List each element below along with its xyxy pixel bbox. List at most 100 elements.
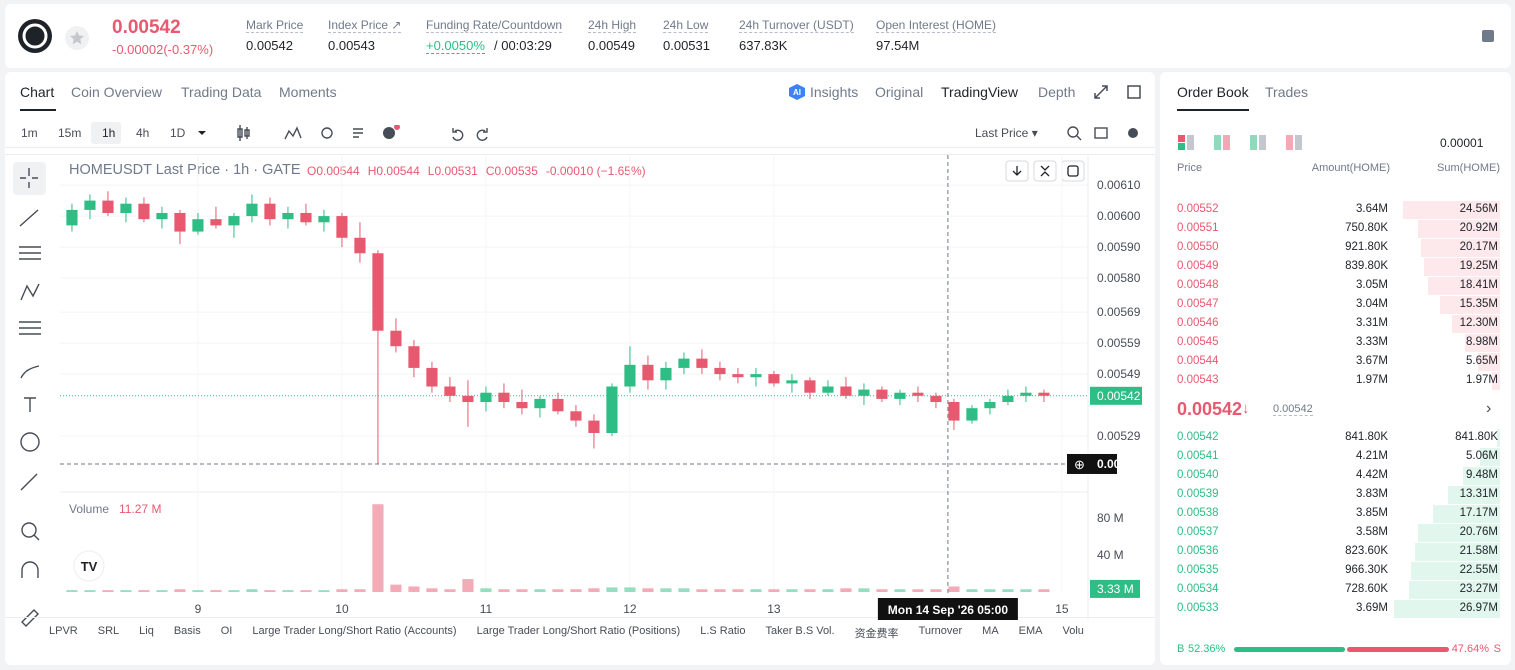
- depth-bar: [1464, 334, 1500, 352]
- row-price: 0.00545: [1177, 336, 1219, 348]
- indicator-tab[interactable]: OI: [220, 625, 233, 637]
- book-tab[interactable]: Order Book: [1177, 84, 1249, 100]
- indicator-tab[interactable]: Taker B.S Vol.: [765, 625, 835, 637]
- candle-body: [714, 367, 726, 375]
- indicator-tab[interactable]: SRL: [97, 625, 120, 637]
- interval[interactable]: 1m: [21, 126, 38, 140]
- volume-bar: [498, 589, 510, 592]
- stat-label: Mark Price: [246, 18, 304, 33]
- chart-tab[interactable]: Trading Data: [181, 84, 262, 100]
- y-tick-label: 0.00569: [1097, 305, 1141, 319]
- crosshair-price-box: [1067, 453, 1117, 474]
- row-sum: 841.80K: [1455, 431, 1498, 443]
- volume-bar: [588, 588, 600, 592]
- candle-body: [138, 203, 150, 220]
- sell-ratio: 47.64%: [1451, 643, 1489, 655]
- divider: [5, 147, 1155, 148]
- indicator-tab[interactable]: Volu: [1062, 625, 1084, 637]
- interval[interactable]: 1D: [170, 126, 186, 140]
- stat-label: 24h Turnover (USDT): [739, 18, 854, 33]
- row-price: 0.00541: [1177, 450, 1219, 462]
- candle-body: [930, 395, 942, 402]
- chart-tab[interactable]: Chart: [20, 84, 55, 100]
- stat-value: 637.83K: [739, 38, 788, 53]
- volume-bar: [606, 587, 618, 592]
- row-sum: 20.76M: [1459, 526, 1498, 538]
- view-tab[interactable]: TradingView: [941, 84, 1019, 100]
- stat-extra: / 00:03:29: [494, 38, 552, 53]
- chart-tab[interactable]: Moments: [279, 84, 337, 100]
- chart-corner-buttons[interactable]: [1005, 160, 1093, 182]
- candle-body: [858, 389, 870, 396]
- book-view-toggles[interactable]: [1178, 134, 1308, 152]
- candle-body: [966, 408, 978, 421]
- indicator-tab[interactable]: Turnover: [918, 625, 963, 637]
- y-tick-label: 0.00580: [1097, 271, 1141, 285]
- indicator-tab[interactable]: Liq: [139, 625, 154, 637]
- chart-tab[interactable]: Coin Overview: [71, 84, 163, 100]
- stat-value: 0.00543: [328, 38, 375, 53]
- row-amount: 750.80K: [1345, 222, 1388, 234]
- stat-label: 24h High: [588, 18, 637, 33]
- x-tick-label: 13: [767, 602, 781, 616]
- candle-body: [876, 389, 888, 399]
- indicator-tab[interactable]: Large Trader Long/Short Ratio (Positions…: [476, 625, 681, 637]
- depth-bar: [1451, 315, 1500, 333]
- indicator-tab[interactable]: Basis: [173, 625, 201, 637]
- candle-body: [192, 219, 204, 232]
- x-tick-label: 10: [335, 602, 349, 616]
- row-amount: 3.83M: [1356, 488, 1388, 500]
- stat-value: 0.00542: [246, 38, 293, 53]
- volume-bar: [462, 579, 474, 592]
- stat-label: 24h Low: [663, 18, 709, 33]
- row-sum: 19.25M: [1459, 260, 1498, 272]
- volume-bar: [714, 589, 726, 592]
- candle-body: [354, 237, 366, 254]
- panel-controls[interactable]: [1093, 84, 1153, 100]
- tick-size[interactable]: 0.00001: [1440, 136, 1484, 150]
- row-sum: 1.97M: [1466, 374, 1498, 386]
- interval[interactable]: 1h: [102, 126, 116, 140]
- notes-icon[interactable]: [1480, 28, 1496, 44]
- row-price: 0.00534: [1177, 583, 1219, 595]
- candle-body: [282, 212, 294, 220]
- candle-body: [948, 402, 960, 421]
- depth-bar: [1427, 277, 1500, 295]
- favorite-star[interactable]: [65, 26, 89, 50]
- drawing-tools[interactable]: [12, 160, 56, 640]
- depth-bar: [1439, 296, 1500, 314]
- view-tab[interactable]: Original: [875, 84, 924, 100]
- view-tab[interactable]: Depth: [1038, 84, 1076, 100]
- last-price-label: 0.00542: [1097, 389, 1141, 403]
- indicator-tab[interactable]: LPVR: [49, 625, 78, 637]
- stat-label: Funding Rate/Countdown: [426, 18, 563, 33]
- row-sum: 5.06M: [1466, 450, 1498, 462]
- indicator-tab[interactable]: EMA: [1018, 625, 1043, 637]
- interval[interactable]: 4h: [136, 126, 150, 140]
- candle-body: [894, 392, 906, 399]
- indicator-tab[interactable]: L.S Ratio: [700, 625, 746, 637]
- indicator-tab[interactable]: MA: [982, 625, 999, 637]
- tab-underline: [20, 109, 56, 111]
- candle-body: [120, 203, 132, 213]
- volume-bar: [120, 590, 132, 592]
- crosshair-time-box: [877, 598, 1018, 620]
- row-amount: 4.42M: [1356, 469, 1388, 481]
- candle-body: [264, 203, 276, 220]
- indicator-tab[interactable]: 资金费率: [854, 628, 899, 640]
- view-tab[interactable]: Insights: [810, 84, 859, 100]
- price-source[interactable]: Last Price ▾: [975, 126, 1038, 140]
- chart-toolbar-icons[interactable]: [195, 125, 1145, 141]
- candle-body: [678, 358, 690, 368]
- depth-bar: [1424, 258, 1500, 276]
- volume-bar: [300, 590, 312, 592]
- volume-bar: [228, 590, 240, 592]
- volume-bar: [84, 590, 96, 592]
- book-tab[interactable]: Trades: [1265, 84, 1309, 100]
- indicator-tab[interactable]: Large Trader Long/Short Ratio (Accounts): [252, 625, 457, 637]
- interval[interactable]: 15m: [58, 126, 82, 140]
- volume-bar: [354, 589, 366, 592]
- row-price: 0.00538: [1177, 507, 1219, 519]
- candle-body: [750, 374, 762, 378]
- volume-bar: [210, 590, 222, 592]
